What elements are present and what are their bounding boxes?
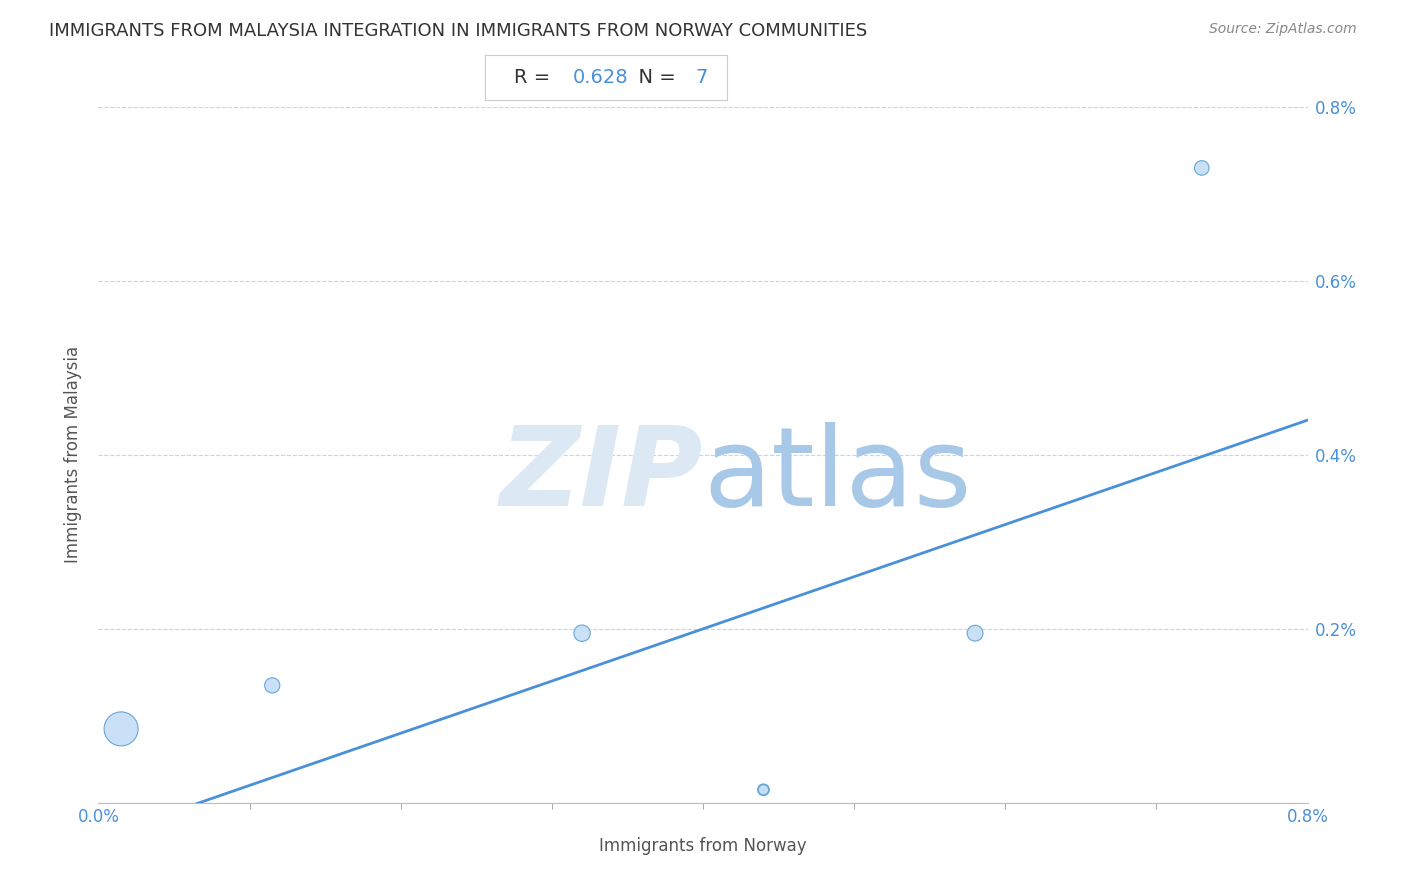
Text: IMMIGRANTS FROM MALAYSIA INTEGRATION IN IMMIGRANTS FROM NORWAY COMMUNITIES: IMMIGRANTS FROM MALAYSIA INTEGRATION IN … <box>49 22 868 40</box>
Point <box>965 626 987 640</box>
Point <box>1191 161 1213 175</box>
X-axis label: Immigrants from Norway: Immigrants from Norway <box>599 837 807 855</box>
Point <box>571 626 593 640</box>
Point <box>752 782 775 797</box>
Text: atlas: atlas <box>703 422 972 529</box>
Point <box>110 722 132 736</box>
Y-axis label: Immigrants from Malaysia: Immigrants from Malaysia <box>65 346 83 564</box>
Point <box>262 678 284 692</box>
Text: Source: ZipAtlas.com: Source: ZipAtlas.com <box>1209 22 1357 37</box>
Point <box>752 782 775 797</box>
Text: ZIP: ZIP <box>499 422 703 529</box>
